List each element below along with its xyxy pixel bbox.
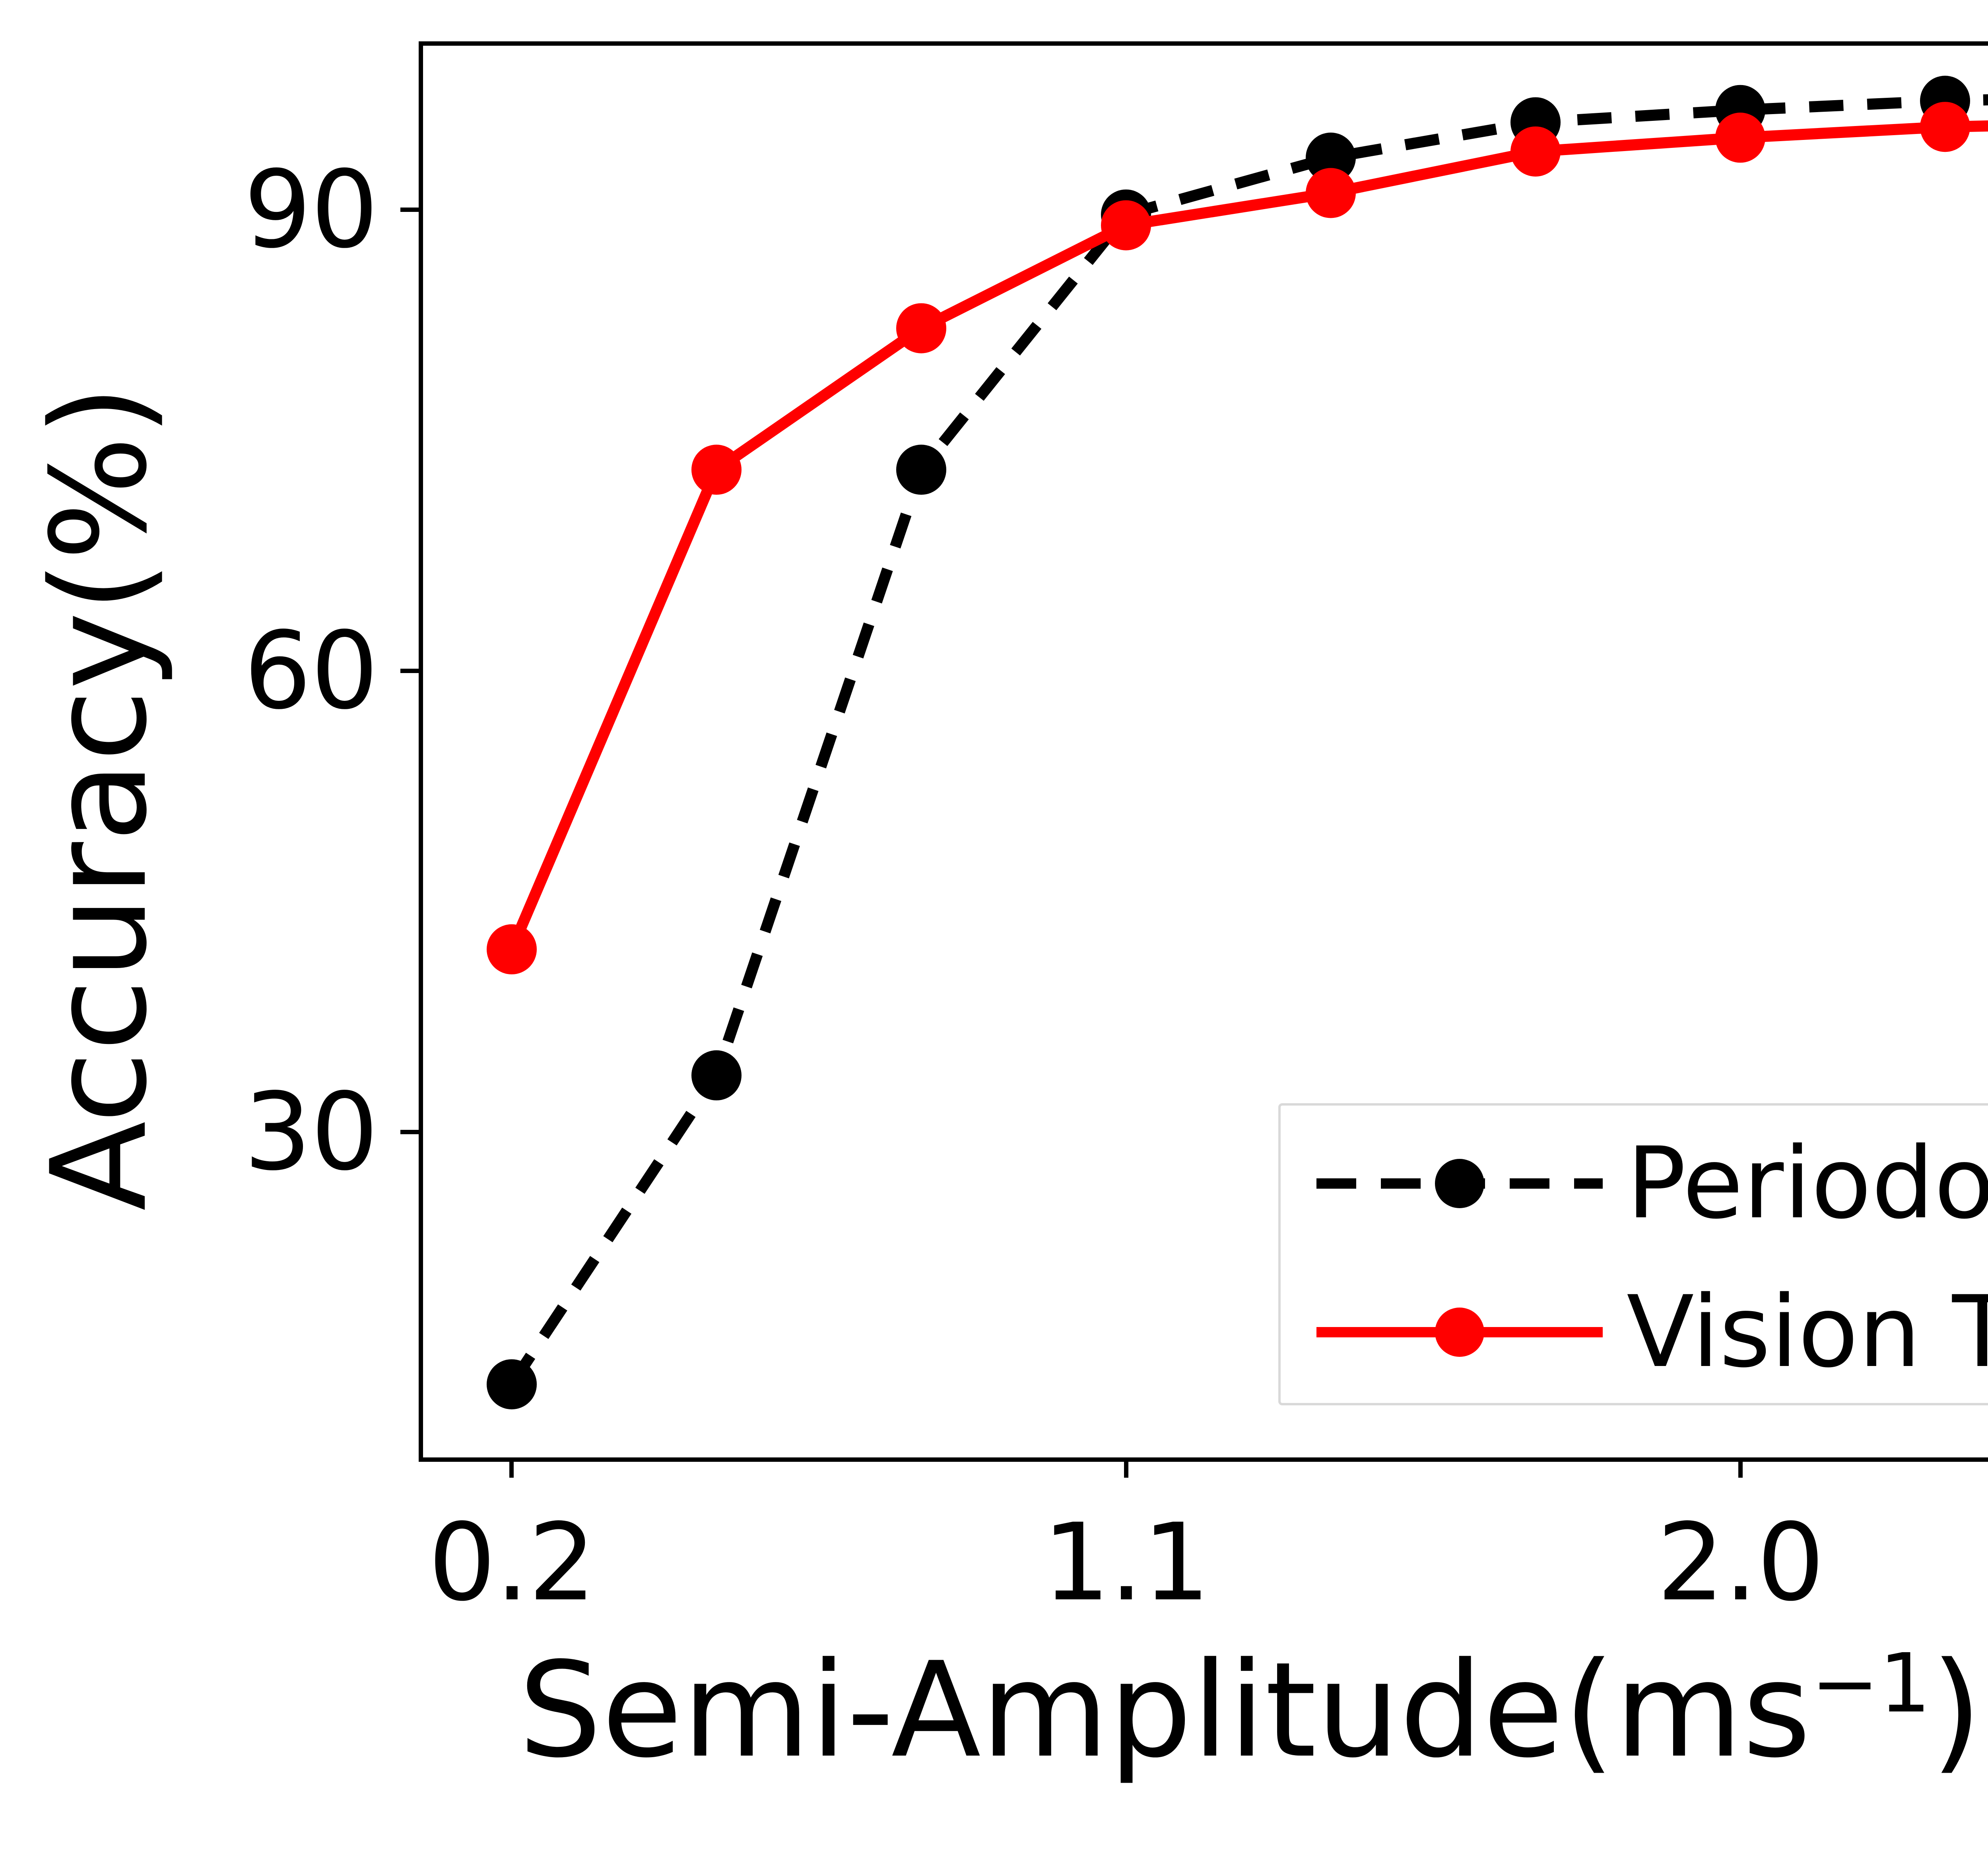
legend-item-vision-transformer: Vision Transformer xyxy=(1281,1257,1988,1408)
y-tick-mark-90 xyxy=(400,208,419,212)
y-tick-mark-30 xyxy=(400,1130,419,1134)
x-tick-mark-0-2 xyxy=(509,1459,514,1478)
legend-item-periodogram: Periodogram xyxy=(1281,1108,1988,1259)
y-tick-label-90: 90 xyxy=(243,148,379,272)
x-axis-label-base: Semi-Amplitude(ms xyxy=(518,1634,1811,1787)
x-axis-label-tail: ) xyxy=(1931,1634,1982,1787)
x-tick-mark-1-1 xyxy=(1124,1459,1128,1478)
x-axis-label-superscript: −1 xyxy=(1811,1636,1931,1731)
y-axis-label: Accuracy(%) xyxy=(23,385,176,1211)
legend-swatch-vision-transformer xyxy=(1316,1308,1603,1357)
legend-label-periodogram: Periodogram xyxy=(1627,1126,1988,1241)
x-tick-label-1-1: 1.1 xyxy=(1042,1501,1210,1625)
x-axis-label: Semi-Amplitude(ms−1) xyxy=(0,1634,1988,1787)
chart-legend: Periodogram Vision Transformer xyxy=(1278,1103,1988,1405)
x-tick-label-0-2: 0.2 xyxy=(428,1501,596,1625)
y-tick-label-60: 60 xyxy=(243,609,379,733)
x-tick-label-2-0: 2.0 xyxy=(1656,1501,1825,1625)
x-tick-mark-2-0 xyxy=(1738,1459,1743,1478)
y-tick-label-30: 30 xyxy=(243,1070,379,1194)
y-tick-mark-60 xyxy=(400,669,419,673)
legend-swatch-periodogram xyxy=(1316,1159,1603,1208)
legend-label-vision-transformer: Vision Transformer xyxy=(1627,1275,1988,1389)
